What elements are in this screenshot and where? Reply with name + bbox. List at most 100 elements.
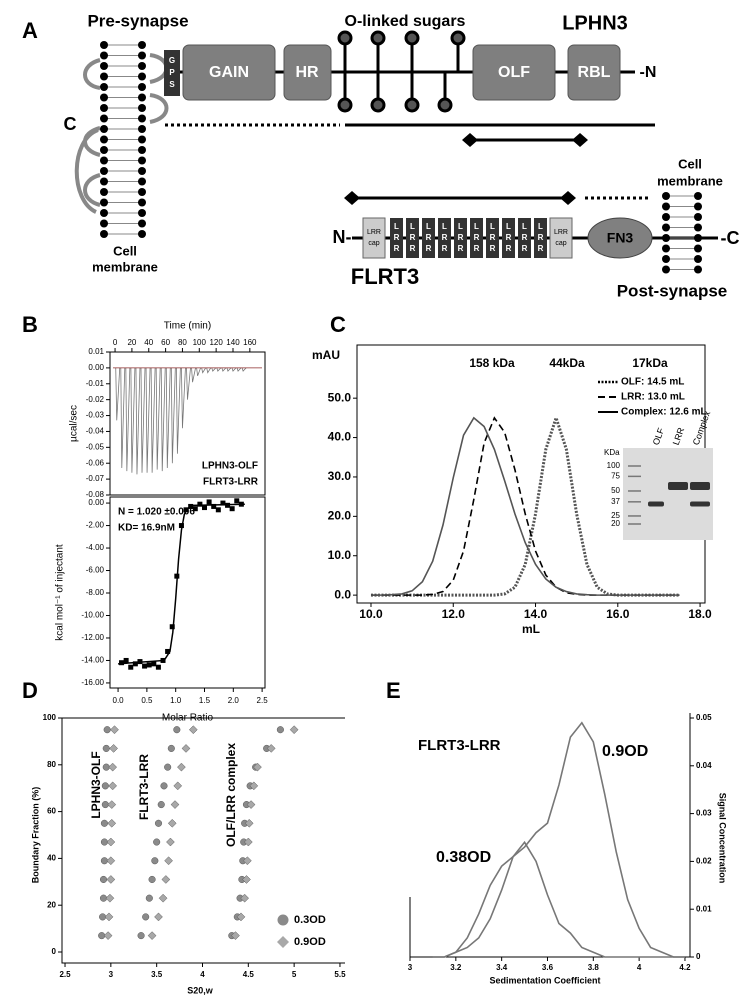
lipid-head <box>694 192 702 200</box>
x-tick-label: 2.5 <box>59 970 71 979</box>
point <box>123 657 129 663</box>
lipid-head <box>694 234 702 242</box>
lipid-head <box>100 62 108 70</box>
lrr-box <box>518 218 531 258</box>
label: Cell <box>113 243 137 258</box>
y-tick-label: 60 <box>47 807 56 816</box>
lipid-head <box>100 104 108 112</box>
lrr-letter: R <box>458 233 464 242</box>
point <box>110 725 119 735</box>
y-tick-label: 100 <box>43 713 57 722</box>
label: FN3 <box>607 230 634 246</box>
lrr-box <box>390 218 403 258</box>
lipid-head <box>138 209 146 217</box>
y-tick-label: 0.00 <box>88 363 104 372</box>
y-tick-label: -0.03 <box>86 411 105 420</box>
lipid-head <box>100 135 108 144</box>
annotation: 17kDa <box>632 356 668 370</box>
injection-peak <box>241 367 247 372</box>
injection-peak <box>186 367 191 400</box>
injection-peak <box>135 367 141 475</box>
point <box>109 744 118 753</box>
lrr-letter: R <box>538 244 544 253</box>
lipid-head <box>138 146 146 154</box>
lrr-letter: R <box>522 244 528 253</box>
lrr-letter: R <box>442 233 448 242</box>
point <box>238 501 244 507</box>
point <box>137 932 145 940</box>
point <box>103 726 111 734</box>
lipid-head <box>662 234 670 242</box>
lipid-head <box>662 244 670 253</box>
y-tick-label: 40 <box>47 854 56 863</box>
lrr-box <box>534 218 547 258</box>
y-axis-label: Signal Concentration <box>718 793 728 884</box>
lrr-letter: R <box>506 244 512 253</box>
annotation: KD= 16.9nM <box>118 523 175 534</box>
sample-label: FLRT3-LRR <box>137 754 151 820</box>
lipid-head <box>662 255 670 263</box>
point <box>164 763 172 771</box>
y-tick-label: -4.00 <box>86 543 105 552</box>
label: membrane <box>92 259 158 274</box>
x-tick-label: 100 <box>193 338 207 347</box>
lipid-head <box>694 255 702 263</box>
y-tick-label: -0.05 <box>86 442 105 451</box>
gel <box>623 448 713 540</box>
point <box>142 663 148 669</box>
lrr-letter: R <box>538 233 544 242</box>
lipid-head <box>138 167 146 175</box>
marker-label: 20 <box>611 519 620 528</box>
injection-peak <box>130 367 136 473</box>
point <box>151 661 157 667</box>
lipid-head <box>662 202 670 211</box>
axes <box>61 717 345 964</box>
injection-peak <box>160 367 166 472</box>
x-tick-label: 140 <box>226 338 240 347</box>
membranes <box>100 41 702 274</box>
point <box>243 837 253 847</box>
lipid-head <box>138 114 146 123</box>
curve <box>370 416 680 596</box>
point <box>231 931 240 940</box>
label: LRR <box>367 229 381 236</box>
point <box>106 875 116 884</box>
lipid-head <box>138 83 146 91</box>
y-tick-label: 0 <box>696 952 701 961</box>
y-tick-label: 0.01 <box>88 347 104 356</box>
marker-label: 50 <box>611 486 620 495</box>
lrr-box <box>486 218 499 258</box>
rbl-domain <box>567 44 621 101</box>
lipid-head <box>100 156 108 165</box>
lrr-letter: R <box>410 233 416 242</box>
lipid-head <box>138 104 146 112</box>
point <box>253 762 262 772</box>
panel-letter: C <box>330 312 346 337</box>
point <box>128 664 134 670</box>
point <box>197 501 203 507</box>
point <box>188 725 198 735</box>
point <box>174 573 180 579</box>
lrr-letter: R <box>410 244 416 253</box>
panel-letter: B <box>22 312 38 337</box>
point <box>169 624 175 630</box>
gel-band <box>648 501 664 507</box>
lipid-head <box>138 156 146 165</box>
point <box>192 506 198 512</box>
y-tick-label: 0.04 <box>696 761 712 770</box>
point <box>276 726 284 734</box>
point <box>108 762 118 772</box>
y-tick-label: 0.00 <box>88 498 104 507</box>
legend-label: 0.9OD <box>294 936 326 948</box>
lipid-head <box>100 83 108 91</box>
point <box>99 875 108 884</box>
injection-peak <box>221 367 227 372</box>
injection-peak <box>201 367 207 374</box>
x-tick-label: 3.8 <box>588 963 600 972</box>
lrr-letter: L <box>410 222 415 231</box>
x-tick-label: 3 <box>109 970 114 979</box>
y-tick-label: 0.03 <box>696 809 712 818</box>
label: G <box>169 56 175 65</box>
point <box>166 837 175 847</box>
label: P <box>169 68 175 77</box>
